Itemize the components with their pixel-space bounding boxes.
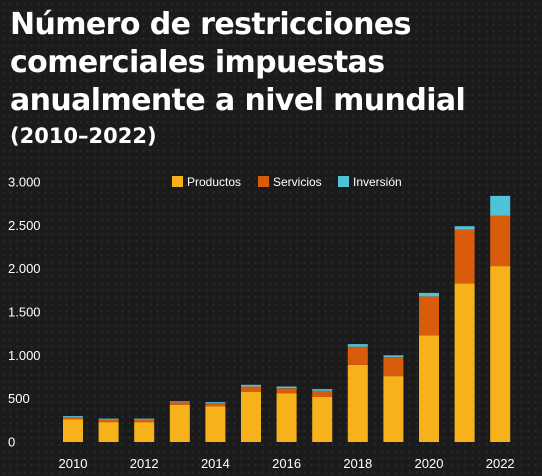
bar-2010-servicios xyxy=(63,416,83,420)
bar-2018-productos xyxy=(347,364,368,442)
bar-2021-servicios xyxy=(454,229,475,284)
legend-swatch xyxy=(258,176,269,187)
legend-swatch xyxy=(172,176,183,187)
x-tick-label: 2020 xyxy=(415,456,444,471)
legend-label: Inversión xyxy=(353,175,402,189)
bar-2015-servicios xyxy=(241,386,261,392)
chart-subtitle: (2010–2022) xyxy=(10,124,157,148)
legend-label: Servicios xyxy=(273,175,322,189)
y-tick-label: 1.000 xyxy=(8,348,41,363)
bar-2014-productos xyxy=(205,406,226,442)
y-tick-label: 1.500 xyxy=(8,305,41,320)
bar-2016-productos xyxy=(276,393,297,442)
y-tick-label: 3.000 xyxy=(8,175,41,190)
x-tick-label: 2022 xyxy=(486,456,515,471)
x-tick-label: 2018 xyxy=(343,456,372,471)
x-tick-label: 2012 xyxy=(130,456,159,471)
bar-2017-inversin xyxy=(312,389,333,391)
bar-2011-productos xyxy=(98,422,119,442)
bar-2010-productos xyxy=(63,419,83,442)
bar-2012-inversin xyxy=(134,418,155,420)
bar-2021-productos xyxy=(454,283,475,442)
bar-2019-inversin xyxy=(383,355,404,357)
y-tick-label: 0 xyxy=(8,435,15,450)
bar-2019-servicios xyxy=(383,357,404,377)
bar-2022-servicios xyxy=(490,215,511,267)
bar-2018-inversin xyxy=(347,344,368,347)
bar-2015-productos xyxy=(241,391,261,442)
bar-2013-inversin xyxy=(169,401,190,403)
bar-2019-productos xyxy=(383,376,404,442)
bar-2015-inversin xyxy=(241,384,261,387)
bar-2013-servicios xyxy=(169,402,190,405)
bar-2013-productos xyxy=(169,404,190,442)
bar-2017-servicios xyxy=(312,390,333,397)
chart-title: Número de restricciones comerciales impu… xyxy=(10,7,466,118)
x-tick-label: 2016 xyxy=(272,456,301,471)
bar-2012-productos xyxy=(134,422,155,442)
bar-2018-servicios xyxy=(347,346,368,365)
bar-2016-servicios xyxy=(276,388,297,394)
y-tick-label: 500 xyxy=(8,391,30,406)
y-tick-label: 2.000 xyxy=(8,261,41,276)
bar-2017-productos xyxy=(312,396,333,442)
bar-2020-inversin xyxy=(419,292,439,297)
x-tick-label: 2014 xyxy=(201,456,230,471)
bar-2020-servicios xyxy=(419,296,439,336)
bar-2011-inversin xyxy=(98,418,119,420)
bar-2020-productos xyxy=(419,335,439,442)
y-tick-label: 2.500 xyxy=(8,218,41,233)
bar-2012-servicios xyxy=(134,419,155,423)
bar-2014-servicios xyxy=(205,403,226,407)
bar-2014-inversin xyxy=(205,402,226,403)
legend-swatch xyxy=(338,176,349,187)
bar-2011-servicios xyxy=(98,419,119,423)
bar-2022-productos xyxy=(490,266,511,442)
bar-2022-inversin xyxy=(490,195,511,216)
bar-2010-inversin xyxy=(63,416,83,417)
legend-label: Productos xyxy=(187,175,241,189)
bar-2021-inversin xyxy=(454,226,475,230)
x-tick-label: 2010 xyxy=(59,456,88,471)
bar-2016-inversin xyxy=(276,386,297,389)
